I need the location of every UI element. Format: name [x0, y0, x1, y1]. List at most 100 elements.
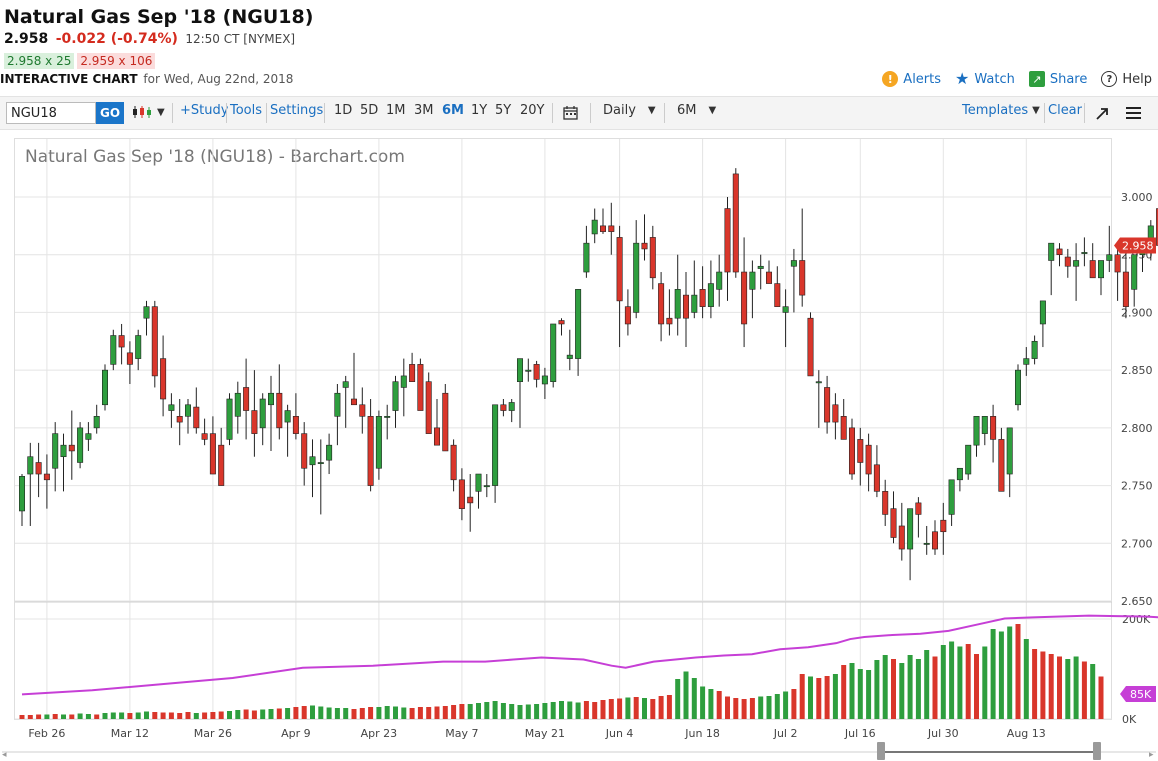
candle-body	[151, 306, 158, 377]
range-6m[interactable]: 6M	[442, 103, 464, 118]
volume-bar	[384, 706, 390, 719]
volume-bar	[633, 697, 639, 719]
share-icon: ↗	[1028, 71, 1045, 87]
candle-body	[807, 317, 814, 377]
candle-body	[716, 271, 723, 290]
volume-bar	[998, 631, 1004, 719]
scroll-left-arrow: ◂	[2, 750, 7, 760]
candle-body	[243, 387, 250, 411]
toolbar-divider	[226, 103, 227, 123]
candle-body	[1156, 208, 1158, 246]
candle-body	[774, 283, 781, 307]
volume-bar	[359, 708, 365, 719]
x-tick-label: Jul 2	[773, 727, 798, 740]
toolbar-divider	[266, 103, 267, 123]
interactive-chart-title: INTERACTIVE CHART	[0, 72, 138, 86]
volume-bar	[119, 712, 125, 719]
tools-button[interactable]: Tools	[230, 103, 263, 118]
volume-bar	[907, 655, 913, 719]
volume-bar	[52, 714, 58, 719]
candle-body	[1031, 340, 1038, 359]
volume-bar	[185, 712, 191, 719]
volume-bar	[368, 707, 374, 719]
candle-body	[525, 369, 532, 372]
chevron-down-icon: ▼	[708, 105, 717, 116]
range-5d[interactable]: 5D	[360, 103, 379, 118]
candle-body	[616, 237, 623, 302]
calendar-icon[interactable]	[563, 105, 578, 120]
candle-body	[1122, 271, 1129, 307]
interval-label: Daily	[603, 103, 636, 118]
volume-bar	[44, 714, 50, 719]
volume-bar	[77, 713, 83, 719]
volume-bar	[193, 713, 199, 719]
candle-body	[533, 364, 540, 380]
period-dropdown[interactable]: 6M ▼	[677, 103, 716, 118]
candle-body	[43, 473, 50, 481]
volume-bar	[27, 715, 33, 719]
chevron-down-icon: ▼	[647, 105, 656, 116]
share-link[interactable]: ↗ Share	[1028, 71, 1087, 87]
candle-body	[160, 358, 167, 400]
candlestick-icon	[133, 106, 151, 118]
volume-bar	[376, 707, 382, 719]
candle-body	[433, 427, 440, 446]
range-3m[interactable]: 3M	[414, 103, 434, 118]
candle-body	[575, 289, 582, 359]
volume-bar	[874, 660, 880, 719]
volume-tick-label: 0K	[1122, 713, 1137, 726]
symbol-input[interactable]	[6, 102, 96, 124]
settings-button[interactable]: Settings	[270, 103, 324, 118]
volume-bar	[36, 714, 42, 719]
volume-bar	[243, 709, 249, 719]
candle-body	[940, 519, 947, 533]
range-20y[interactable]: 20Y	[520, 103, 545, 118]
interval-dropdown[interactable]: Daily ▼	[603, 103, 656, 118]
candle-body	[102, 369, 109, 406]
volume-bar	[351, 709, 357, 719]
price-tick-label: 2.900	[1121, 306, 1153, 319]
help-link[interactable]: ? Help	[1101, 71, 1152, 87]
candle-body	[931, 531, 938, 550]
candle-body	[583, 242, 590, 273]
range-1m[interactable]: 1M	[386, 103, 406, 118]
bid-value: 2.958 x 25	[4, 53, 75, 69]
candle-body	[93, 416, 100, 429]
range-1y[interactable]: 1Y	[471, 103, 488, 118]
volume-bar	[1065, 659, 1071, 719]
volume-bar	[492, 701, 498, 719]
toolbar-divider	[324, 103, 325, 123]
volume-bar	[459, 704, 465, 719]
clear-button[interactable]: Clear	[1048, 103, 1082, 118]
chevron-down-icon: ▼	[1032, 105, 1040, 116]
expand-icon[interactable]	[1096, 107, 1109, 120]
candle-body	[375, 416, 382, 469]
menu-icon[interactable]	[1126, 106, 1141, 120]
study-button[interactable]: +Study	[180, 103, 229, 118]
candle-body	[1106, 254, 1113, 261]
candle-body	[226, 398, 233, 440]
chart-title: Natural Gas Sep '18 (NGU18) - Barchart.c…	[25, 147, 405, 167]
candle-body	[566, 354, 573, 359]
price-tick-label: 2.650	[1121, 595, 1153, 608]
quote-time: 12:50 CT [NYMEX]	[185, 32, 296, 46]
range-5y[interactable]: 5Y	[495, 103, 512, 118]
candle-body	[425, 381, 432, 434]
chart-type-dropdown[interactable]: ▼	[132, 105, 165, 119]
price-tick-label: 2.850	[1121, 364, 1153, 377]
candle-body	[832, 404, 839, 423]
templates-dropdown[interactable]: Templates ▼	[962, 103, 1040, 118]
volume-bar	[227, 711, 232, 719]
candle-body	[1114, 254, 1121, 273]
volume-bar	[326, 707, 332, 719]
range-1d[interactable]: 1D	[334, 103, 353, 118]
volume-bar	[401, 707, 407, 719]
quote-line: 2.958 -0.022 (-0.74%) 12:50 CT [NYMEX]	[4, 31, 295, 47]
candle-body	[724, 208, 731, 273]
watch-link[interactable]: ★ Watch	[955, 71, 1015, 87]
candle-body	[251, 410, 258, 434]
candle-body	[898, 525, 905, 550]
go-button[interactable]: GO	[96, 102, 124, 124]
alerts-link[interactable]: ! Alerts	[882, 71, 941, 87]
